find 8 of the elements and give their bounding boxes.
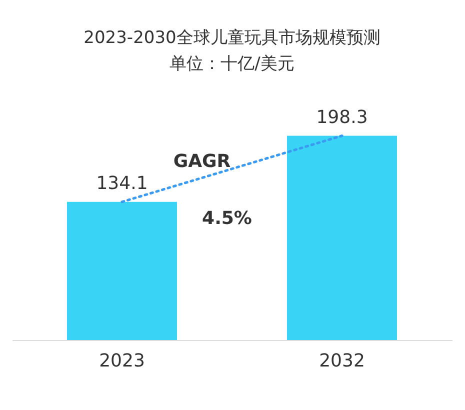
annotation: 4.5% [202,208,252,229]
text: 2023-2030全球儿童玩具市场规模预测 [84,28,380,48]
data-label: 198.3 [316,106,368,128]
annotation: GAGR [173,151,231,172]
x-tick-label: 2032 [319,350,365,372]
text: 单位：十亿/美元 [170,54,294,74]
x-tick-label: 2023 [99,350,145,372]
data-label: 134.1 [96,172,148,194]
